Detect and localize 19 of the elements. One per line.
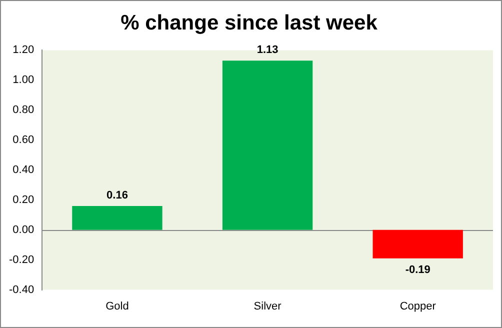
chart-title: % change since last week xyxy=(120,11,378,34)
y-tick-label: 1.00 xyxy=(12,74,34,86)
y-tick-label: 1.20 xyxy=(12,44,34,56)
y-tick-label: -0.40 xyxy=(8,284,34,296)
y-tick-label: 0.80 xyxy=(12,104,34,116)
data-label: -0.19 xyxy=(405,264,430,276)
x-tick-label: Copper xyxy=(400,300,436,312)
y-tick-label: 0.60 xyxy=(12,134,34,146)
data-label: 0.16 xyxy=(106,189,128,202)
y-tick-label: 0.20 xyxy=(12,194,34,206)
y-tick-label: 0.00 xyxy=(12,224,34,236)
bar xyxy=(222,60,313,230)
bar xyxy=(72,206,162,230)
bar xyxy=(372,230,463,258)
y-tick-label: -0.20 xyxy=(8,254,34,266)
y-tick-label: 0.40 xyxy=(12,164,34,176)
x-tick-label: Silver xyxy=(254,300,282,312)
data-label: 1.13 xyxy=(256,44,278,56)
x-tick-label: Gold xyxy=(106,300,129,312)
